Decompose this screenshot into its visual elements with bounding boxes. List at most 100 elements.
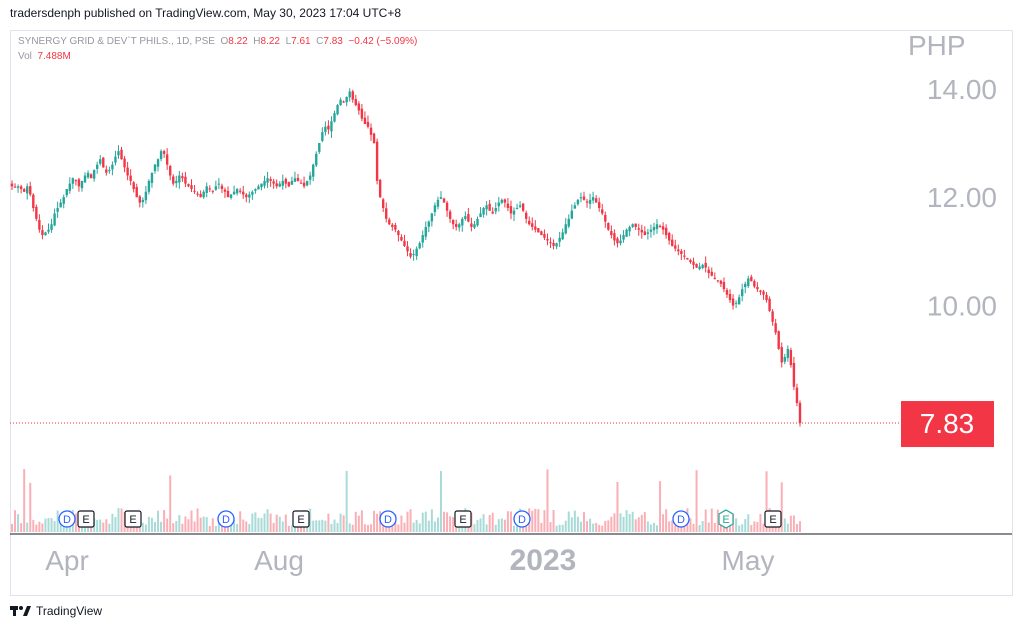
dividend-marker[interactable] bbox=[513, 510, 531, 528]
candle-body bbox=[132, 182, 135, 190]
candle-body bbox=[476, 218, 479, 226]
candle-body bbox=[388, 219, 391, 225]
dividend-marker[interactable] bbox=[379, 510, 397, 528]
earnings-marker[interactable] bbox=[77, 510, 95, 528]
earnings-marker[interactable] bbox=[718, 509, 734, 529]
volume-bar bbox=[418, 523, 421, 532]
volume-bar bbox=[38, 521, 41, 532]
candle-body bbox=[722, 281, 726, 290]
dividend-marker[interactable] bbox=[217, 510, 235, 528]
volume-bar bbox=[193, 521, 196, 532]
open-value: 8.22 bbox=[228, 36, 248, 47]
volume-bar bbox=[318, 520, 321, 532]
last-price-value: 7.83 bbox=[920, 408, 975, 439]
candle-body bbox=[269, 179, 272, 181]
dividend-marker[interactable] bbox=[672, 510, 690, 528]
volume-bar bbox=[324, 520, 327, 532]
volume-bar bbox=[360, 510, 363, 532]
volume-bar bbox=[214, 525, 217, 532]
candle-body bbox=[567, 218, 570, 227]
candle-body bbox=[470, 223, 473, 227]
volume-bar bbox=[269, 513, 272, 532]
candle-body bbox=[16, 186, 20, 188]
volume-bar bbox=[114, 517, 117, 532]
candle-body bbox=[680, 251, 683, 255]
volume-bar bbox=[248, 524, 251, 532]
candle-body bbox=[184, 176, 187, 184]
candle-body bbox=[747, 278, 750, 286]
volume-bar bbox=[96, 519, 99, 532]
candle-body bbox=[458, 224, 461, 228]
candle-body bbox=[658, 225, 662, 227]
earnings-marker[interactable] bbox=[764, 510, 782, 528]
candle-body bbox=[579, 197, 583, 199]
volume-bar bbox=[716, 509, 719, 532]
candle-body bbox=[208, 188, 211, 190]
volume-bar bbox=[126, 525, 129, 532]
volume-bar bbox=[242, 519, 245, 532]
candle-body bbox=[47, 229, 50, 232]
candle-body bbox=[357, 103, 361, 111]
volume-bar bbox=[35, 524, 38, 532]
candle-body bbox=[141, 199, 145, 203]
volume-bar bbox=[17, 514, 20, 532]
volume-bar bbox=[333, 519, 336, 532]
volume-bar bbox=[579, 521, 582, 532]
footer-brand[interactable]: TradingView bbox=[10, 604, 102, 618]
volume-bar bbox=[735, 518, 738, 532]
candle-body bbox=[68, 183, 72, 191]
candle-body bbox=[242, 191, 245, 195]
candle-body bbox=[378, 179, 382, 198]
candle-body bbox=[640, 229, 643, 233]
candle-body bbox=[56, 208, 59, 212]
volume-bar bbox=[169, 475, 172, 532]
volume-bar bbox=[354, 511, 357, 532]
volume-bar bbox=[537, 509, 540, 532]
earnings-marker-label: E bbox=[722, 514, 729, 526]
candle-body bbox=[287, 182, 291, 187]
dividend-marker[interactable] bbox=[58, 510, 76, 528]
candle-body bbox=[333, 113, 336, 122]
candle-body bbox=[83, 175, 87, 183]
candle-body bbox=[245, 194, 248, 198]
volume-bar bbox=[257, 517, 260, 532]
candle-body bbox=[667, 233, 671, 241]
price-tick-label: 10.00 bbox=[927, 291, 997, 322]
candle-body bbox=[588, 199, 592, 204]
candle-body bbox=[342, 101, 345, 103]
candle-body bbox=[750, 276, 753, 282]
volume-bar bbox=[382, 523, 385, 532]
publisher-line: tradersdenph published on TradingView.co… bbox=[10, 6, 402, 20]
volume-bar bbox=[500, 518, 503, 532]
candle-body bbox=[187, 184, 190, 187]
candle-body bbox=[524, 212, 528, 219]
dividend-marker-label: D bbox=[63, 514, 71, 526]
earnings-marker[interactable] bbox=[454, 510, 472, 528]
candle-body bbox=[193, 190, 196, 192]
candle-body bbox=[582, 196, 586, 200]
volume-bar bbox=[473, 524, 476, 532]
candle-body bbox=[257, 186, 260, 190]
volume-bar bbox=[795, 523, 798, 532]
volume-bar bbox=[540, 522, 543, 532]
candle-body bbox=[607, 223, 610, 230]
volume-bar bbox=[707, 522, 710, 532]
candle-body bbox=[753, 281, 756, 287]
earnings-marker[interactable] bbox=[124, 510, 142, 528]
chart-frame[interactable] bbox=[10, 30, 1013, 596]
earnings-marker[interactable] bbox=[292, 510, 310, 528]
volume-bar bbox=[522, 523, 525, 532]
candle-body bbox=[181, 176, 184, 179]
volume-bar bbox=[671, 520, 674, 532]
candle-body bbox=[552, 242, 555, 246]
candle-body bbox=[591, 197, 595, 201]
candle-body bbox=[597, 202, 601, 208]
candle-body bbox=[771, 311, 774, 322]
volume-bar bbox=[783, 518, 786, 532]
candle-body bbox=[546, 238, 549, 241]
footer-brand-label: TradingView bbox=[36, 604, 103, 618]
volume-bar bbox=[266, 509, 269, 532]
candle-body bbox=[674, 245, 677, 249]
volume-bar bbox=[376, 513, 379, 532]
